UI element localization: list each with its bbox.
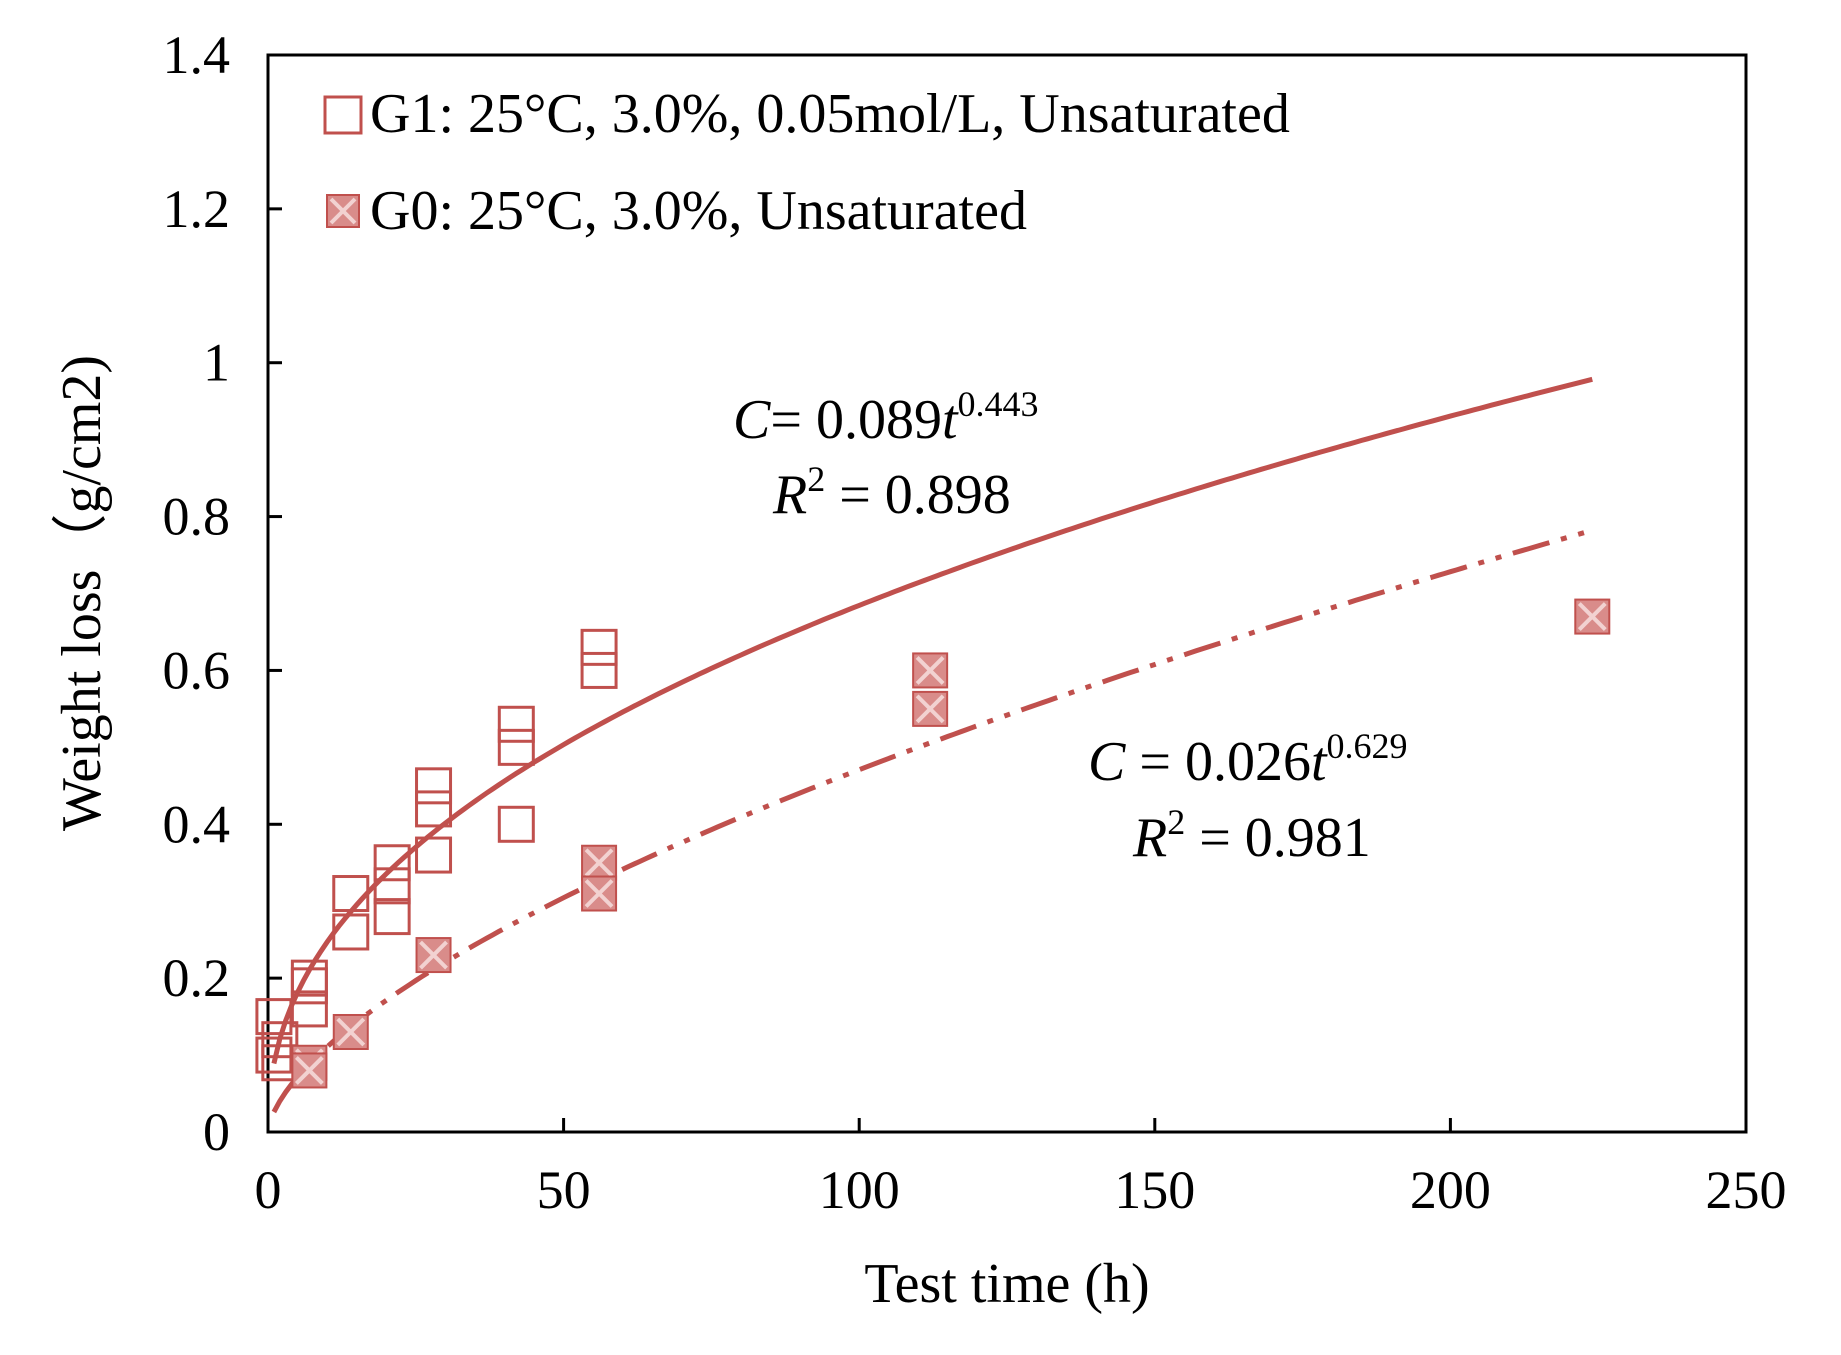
x-tick-label: 150 bbox=[1114, 1160, 1195, 1220]
data-point-g1 bbox=[415, 836, 453, 874]
fit-equation-g0: C = 0.026t0.629 R2 = 0.981 bbox=[1088, 726, 1408, 869]
y-tick-label: 0 bbox=[203, 1102, 230, 1162]
data-point-g1 bbox=[373, 898, 411, 936]
plot-frame bbox=[266, 53, 1748, 1134]
data-point-g0 bbox=[332, 1013, 369, 1050]
fit-curves bbox=[271, 376, 1593, 1114]
y-tick-label: 0.6 bbox=[163, 640, 231, 700]
data-point-g1 bbox=[497, 805, 535, 843]
data-point-g1 bbox=[255, 1036, 293, 1074]
r-squared-g1: R2 = 0.898 bbox=[772, 459, 1011, 526]
data-point-g1 bbox=[290, 990, 328, 1028]
equation-g0: C = 0.026t0.629 bbox=[1088, 726, 1408, 793]
data-point-g1 bbox=[373, 844, 411, 882]
r-squared-g0: R2 = 0.981 bbox=[1132, 802, 1371, 869]
data-point-g1 bbox=[497, 728, 535, 766]
legend-label-g0: G0: 25°C, 3.0%, Unsaturated bbox=[370, 180, 1027, 242]
x-tick-label: 50 bbox=[537, 1160, 591, 1220]
x-tick-label: 200 bbox=[1410, 1160, 1491, 1220]
fit-curve-g1 bbox=[271, 376, 1593, 1065]
data-point-g1 bbox=[290, 967, 328, 1005]
data-point-g0 bbox=[912, 652, 949, 689]
data-point-g1 bbox=[497, 705, 535, 743]
data-point-g0 bbox=[912, 690, 949, 727]
data-point-g0 bbox=[415, 937, 452, 974]
legend-label-g1: G1: 25°C, 3.0%, 0.05mol/L, Unsaturated bbox=[370, 83, 1290, 145]
data-point-g0 bbox=[1574, 598, 1611, 635]
data-point-g1 bbox=[332, 913, 370, 951]
data-point-g1 bbox=[261, 1021, 299, 1059]
legend: G1: 25°C, 3.0%, 0.05mol/L, Unsaturated G… bbox=[323, 83, 1290, 242]
fit-equation-g1: C= 0.089t0.443 R2 = 0.898 bbox=[733, 384, 1039, 526]
data-point-g0 bbox=[581, 844, 618, 881]
data-point-g1 bbox=[415, 767, 453, 805]
x-tick-label: 0 bbox=[255, 1160, 282, 1220]
y-tick-label: 1.2 bbox=[163, 179, 231, 239]
legend-marker-g0 bbox=[326, 194, 360, 228]
y-tick-label: 1 bbox=[203, 333, 230, 393]
legend-marker-g1 bbox=[323, 95, 363, 135]
data-point-g1 bbox=[373, 867, 411, 905]
y-tick-label: 0.2 bbox=[163, 948, 231, 1008]
data-point-g1 bbox=[415, 790, 453, 828]
fit-curve-g0 bbox=[271, 527, 1593, 1114]
y-tick-label: 0.8 bbox=[163, 487, 231, 547]
x-tick-label: 250 bbox=[1706, 1160, 1787, 1220]
y-tick-label: 0.4 bbox=[163, 794, 231, 854]
y-tick-label: 1.4 bbox=[163, 25, 231, 85]
x-axis-title: Test time (h) bbox=[864, 1253, 1149, 1315]
equation-g1: C= 0.089t0.443 bbox=[733, 384, 1039, 451]
data-point-g0 bbox=[581, 875, 618, 912]
data-point-g0 bbox=[291, 1052, 328, 1089]
x-tick-label: 100 bbox=[819, 1160, 900, 1220]
data-point-g1 bbox=[580, 628, 618, 666]
data-point-g1 bbox=[332, 875, 370, 913]
data-points bbox=[255, 598, 1611, 1089]
axis-ticks: 0 50 100 150 200 250 0 0.2 0.4 0.6 0.8 1 1.2 1.4 bbox=[163, 25, 1787, 1220]
y-axis-title: Weight loss（g/cm2) bbox=[51, 355, 113, 831]
data-point-g1 bbox=[580, 651, 618, 689]
